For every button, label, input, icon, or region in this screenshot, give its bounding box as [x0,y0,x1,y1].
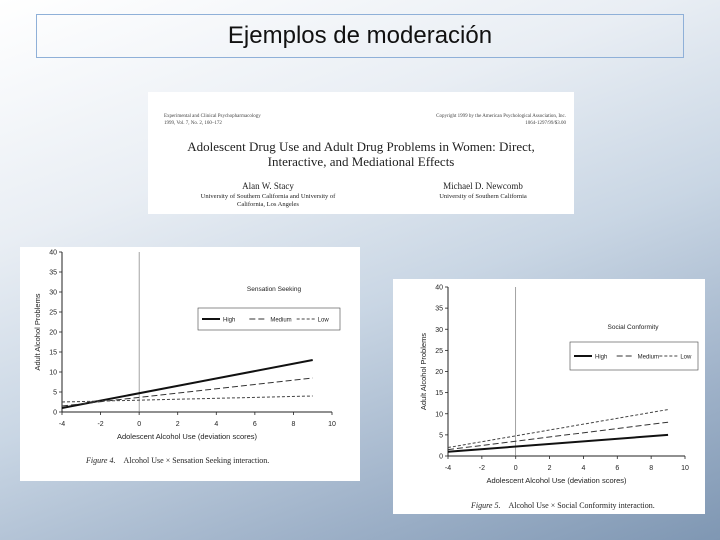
fig4-y-tick-label: 35 [49,270,57,277]
fig5-legend-label-high: High [595,355,607,361]
affiliation-1-line-2: California, Los Angeles [237,200,299,208]
copyright-line-1: Copyright 1999 by the American Psycholog… [436,114,566,119]
fig4-series-medium [61,377,313,407]
fig5-legend-title: Social Conformity [608,324,660,331]
fig5-legend-box [569,341,699,371]
figure-4-caption-text: Alcohol Use × Sensation Seeking interact… [123,456,270,465]
fig4-y-tick-label: 15 [49,350,57,357]
copyright-line-2: 1064-1297/99/$3.00 [525,121,566,126]
slide-title: Ejemplos de moderación [227,22,493,49]
fig4-x-tick-label: 6 [253,421,257,428]
fig5-x-tick-label: 8 [649,465,653,472]
fig5-x-tick-label: 2 [548,465,552,472]
fig5-y-tick-label: 30 [435,327,443,334]
affiliation-2: University of Southern California [439,193,527,200]
affiliation-1-line-1: University of Southern California and Un… [200,193,336,200]
figure-5-chart: -4 -2 0 2 4 6 8 10 0 5 10 15 20 25 30 35 40 Adolescent Al… [393,279,705,514]
figure-5-caption-label: Figure 5. [471,501,501,510]
fig4-x-tick-label: 2 [176,421,180,428]
fig4-legend-title: Sensation Seeking [247,286,302,293]
fig4-x-tick-label: 4 [214,421,218,428]
fig4-legend-label-medium: Medium [270,318,291,324]
fig4-y-tick-label: 30 [49,290,57,297]
fig5-x-axis-label: Adolescent Alcohol Use (deviation scores… [486,476,627,485]
fig4-legend-label-low: Low [318,318,330,324]
figure-4-caption: Figure 4. Alcohol Use × Sensation Seeking… [86,456,269,465]
figure-5-plot: -4 -2 0 2 4 6 8 10 0 5 10 15 20 25 30 35 40 Adolescent Al… [419,285,699,485]
paper-title-line-1: Adolescent Drug Use and Adult Drug Probl… [187,139,535,154]
paper-title-line-2: Interactive, and Mediational Effects [267,154,455,169]
fig5-x-tick-label: 6 [615,465,619,472]
affiliation-1: University of Southern California and Un… [168,193,368,208]
fig4-x-tick-label: -2 [97,421,103,428]
fig5-y-tick-label: 25 [435,348,443,355]
fig4-y-tick-label: 5 [53,390,57,397]
fig4-legend-label-high: High [223,318,235,324]
author-2: Michael D. Newcomb [443,181,523,191]
fig4-x-tick-label: -4 [59,421,65,428]
fig4-y-tick-label: 40 [49,250,57,257]
fig5-y-tick-label: 5 [439,432,443,439]
fig4-x-tick-label: 10 [328,421,336,428]
fig4-series-high [61,359,313,409]
author-1: Alan W. Stacy [242,181,294,191]
fig4-y-axis-label: Adult Alcohol Problems [33,293,42,370]
fig4-y-tick-label: 20 [49,330,57,337]
fig4-x-tick-label: 0 [137,421,141,428]
fig4-series-low [61,395,313,403]
fig5-series-low [447,409,669,449]
fig4-x-tick-label: 8 [291,421,295,428]
fig5-series-high [447,433,669,453]
figure-4-caption-label: Figure 4. [86,456,116,465]
figure-5-caption: Figure 5. Alcohol Use × Social Conformity… [471,501,655,510]
fig5-x-tick-label: 4 [581,465,585,472]
fig5-x-tick-label: 0 [514,465,518,472]
fig5-y-tick-label: 35 [435,306,443,313]
paper-header-image: Experimental and Clinical Psychopharmaco… [148,92,574,214]
journal-line-2: 1999, Vol. 7, No. 2, 160–172 [164,121,222,126]
fig4-y-tick-label: 10 [49,370,57,377]
fig5-legend-label-low: Low [680,355,692,361]
figure-4-plot: -4 -2 0 2 4 6 8 10 0 5 10 15 20 25 30 35 40 Adolescent Al… [33,250,341,441]
fig5-y-tick-label: 20 [435,369,443,376]
fig5-legend-label-medium: Medium [638,355,659,361]
journal-line-1: Experimental and Clinical Psychopharmaco… [164,114,261,119]
fig5-y-tick-label: 40 [435,285,443,292]
fig5-y-axis-label: Adult Alcohol Problems [419,333,428,410]
fig5-x-tick-label: 10 [681,465,689,472]
fig5-y-tick-label: 10 [435,411,443,418]
paper-title: Adolescent Drug Use and Adult Drug Probl… [148,139,574,169]
figure-5-caption-text: Alcohol Use × Social Conformity interact… [508,501,655,510]
fig5-y-tick-label: 0 [439,454,443,461]
fig5-x-tick-label: -2 [479,465,485,472]
fig4-x-axis-label: Adolescent Alcohol Use (deviation scores… [117,432,258,441]
fig4-legend-box [197,307,341,331]
fig5-x-tick-label: -4 [445,465,451,472]
fig4-y-tick-label: 0 [53,410,57,417]
fig5-y-tick-label: 15 [435,390,443,397]
figure-4-chart: -4 -2 0 2 4 6 8 10 0 5 10 15 20 25 30 35 40 Adolescent Al… [20,247,360,481]
fig4-y-tick-label: 25 [49,310,57,317]
fig5-series-medium [447,421,669,451]
slide-title-box: Ejemplos de moderación [36,14,684,58]
